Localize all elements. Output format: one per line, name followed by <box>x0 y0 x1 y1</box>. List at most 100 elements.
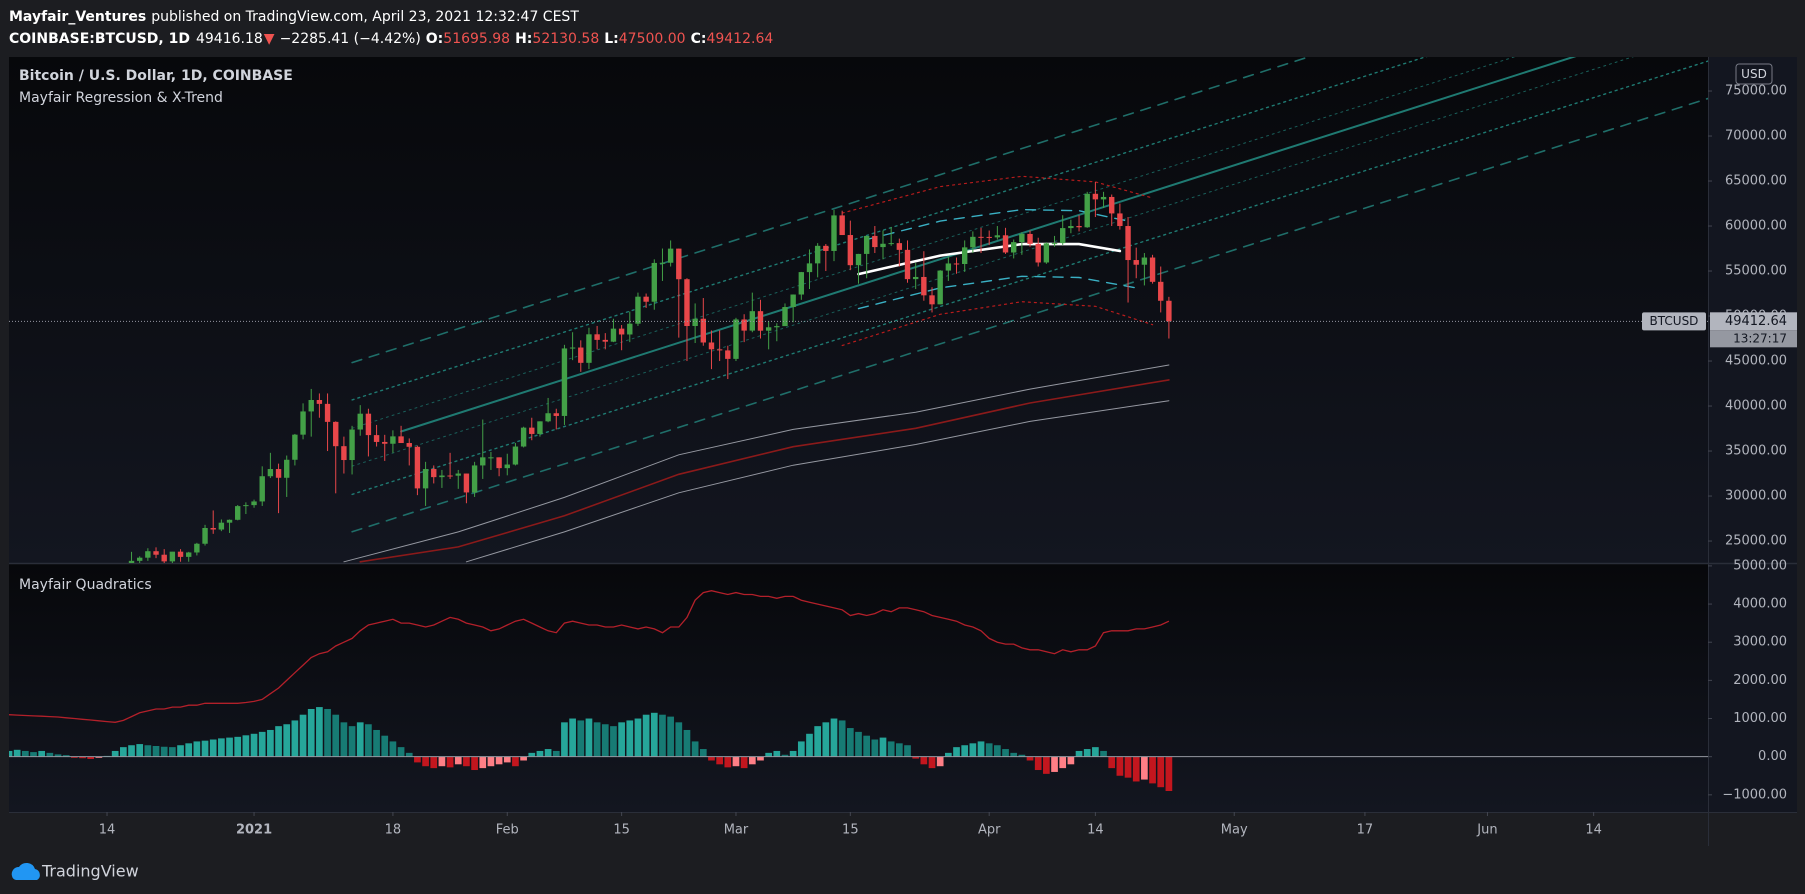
price-title: Bitcoin / U.S. Dollar, 1D, COINBASE <box>19 68 293 84</box>
low-label: L: <box>604 31 619 47</box>
x-tick-label: Mar <box>724 823 749 838</box>
histogram-bar <box>62 755 70 757</box>
histogram-bar <box>479 756 487 769</box>
candle-body <box>365 413 372 436</box>
histogram-bar <box>969 743 977 757</box>
histogram-bar <box>904 745 911 757</box>
overlay-line <box>841 301 1154 347</box>
candle-body <box>455 473 461 476</box>
candle-body <box>471 465 478 493</box>
histogram-bar <box>1083 749 1091 757</box>
histogram-bar <box>30 752 37 757</box>
histogram-bar <box>381 735 389 757</box>
brand: TradingView <box>41 862 139 881</box>
histogram-bar <box>324 708 331 757</box>
y-tick-label: 70000.00 <box>1725 129 1787 144</box>
candle-body <box>324 403 331 422</box>
candle-body <box>480 457 486 466</box>
overlay-line <box>351 97 1708 533</box>
histogram-bar <box>438 756 446 767</box>
candle-body <box>439 475 445 478</box>
close: 49412.64 <box>706 31 773 47</box>
y-tick-label: −1000.00 <box>1722 787 1787 802</box>
histogram-bar <box>593 722 601 757</box>
histogram-bar <box>642 714 650 757</box>
histogram-bar <box>830 718 838 757</box>
candle-body <box>1002 235 1009 253</box>
last: 49416.18 <box>196 31 263 47</box>
candle-body <box>765 327 772 331</box>
histogram-bar <box>773 750 781 757</box>
histogram-bar <box>87 756 95 759</box>
x-tick-label: 14 <box>1585 823 1602 838</box>
histogram-bar <box>144 745 152 757</box>
candle-body <box>422 469 429 489</box>
histogram-bar <box>781 754 789 757</box>
candle-body <box>251 501 257 506</box>
candle-body <box>267 469 274 477</box>
arrow: ▼ <box>264 31 275 47</box>
histogram-bar <box>544 749 552 757</box>
candle-body <box>177 551 184 557</box>
currency-box[interactable] <box>1735 63 1773 85</box>
candle-body <box>349 429 355 461</box>
indicator-name: Mayfair Regression & X-Trend <box>19 90 223 106</box>
candle-body <box>218 522 225 530</box>
histogram-bar <box>193 741 201 757</box>
candle-body <box>226 519 233 523</box>
y-tick-label: 55000.00 <box>1725 264 1787 279</box>
histogram-bar <box>218 738 225 757</box>
candle-body <box>904 249 911 280</box>
histogram-bar <box>503 756 511 763</box>
currency: USD <box>1741 67 1767 81</box>
histogram-bar <box>316 707 323 757</box>
candle-body <box>1060 228 1066 244</box>
candle-body <box>537 421 543 434</box>
price-tag <box>1710 312 1797 331</box>
histogram-bar <box>471 756 478 771</box>
overlay-line <box>465 400 1170 563</box>
candle-body <box>545 413 551 422</box>
histogram-bar <box>822 722 830 757</box>
histogram-bar <box>356 722 364 757</box>
candle-body <box>161 554 167 562</box>
histogram-bar <box>569 718 576 757</box>
y-tick-label: 75000.00 <box>1725 84 1787 99</box>
overlay-line <box>359 379 1170 563</box>
histogram-bar <box>307 708 315 757</box>
high-label: H: <box>515 31 532 47</box>
histogram-bar <box>659 714 666 757</box>
candle-body <box>716 349 723 351</box>
histogram-bar <box>887 741 895 757</box>
oscillator-title: Mayfair Quadratics <box>19 577 152 593</box>
y-tick-label: 65000.00 <box>1725 174 1787 189</box>
histogram-bar <box>79 756 86 759</box>
candle-body <box>333 421 339 447</box>
histogram-bar <box>838 720 846 757</box>
candle-body <box>839 215 845 236</box>
y-tick-label: 35000.00 <box>1725 444 1787 459</box>
candle-body <box>602 339 608 342</box>
candle-body <box>553 413 559 416</box>
histogram-bar <box>691 741 699 757</box>
histogram-bar <box>1067 756 1075 765</box>
histogram-bar <box>846 728 854 757</box>
histogram-bar <box>422 756 429 767</box>
x-tick-label: Feb <box>496 823 519 838</box>
candle-body <box>643 296 649 302</box>
histogram-bar <box>1149 756 1156 784</box>
histogram-bar <box>1026 756 1034 761</box>
candle-body <box>398 436 404 444</box>
candle-body <box>520 427 527 447</box>
histogram-bar <box>397 747 405 757</box>
candle-body <box>872 235 878 248</box>
histogram-bar <box>38 750 46 757</box>
histogram-bar <box>520 756 527 761</box>
histogram-bar <box>209 739 217 757</box>
y-tick-label: 2000.00 <box>1733 673 1787 688</box>
candle-body <box>1166 300 1172 322</box>
candle-body <box>888 243 894 245</box>
candle-body <box>1035 243 1041 263</box>
y-tick-label: 45000.00 <box>1725 354 1787 369</box>
candle-body <box>929 295 935 305</box>
